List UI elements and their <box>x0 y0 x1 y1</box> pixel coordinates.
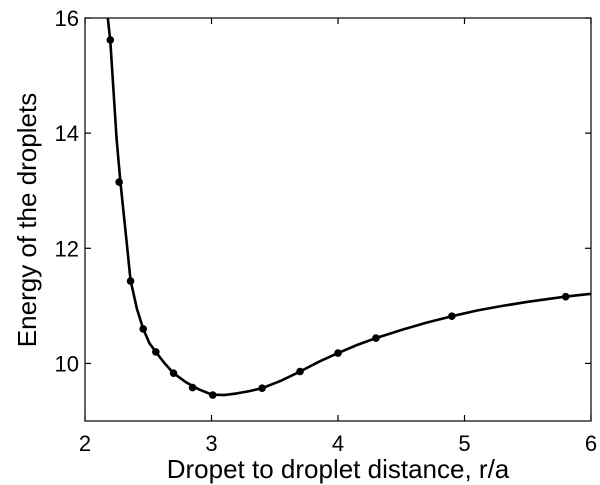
data-point <box>139 325 147 333</box>
data-point <box>169 369 178 378</box>
x-tick-label: 6 <box>585 431 597 456</box>
x-axis-label: Dropet to droplet distance, r/a <box>167 454 510 484</box>
y-axis-label: Energy of the droplets <box>12 93 42 347</box>
data-point <box>208 391 217 399</box>
data-point <box>561 292 570 301</box>
data-point <box>372 334 380 342</box>
data-point <box>258 384 266 392</box>
y-tick-label: 10 <box>55 351 79 376</box>
x-tick-label: 5 <box>458 431 470 456</box>
data-point <box>188 383 197 392</box>
y-tick-label: 14 <box>55 121 79 146</box>
data-point <box>152 348 160 356</box>
data-point <box>115 178 123 186</box>
data-point <box>296 367 304 376</box>
marker-layer <box>106 36 570 399</box>
y-tick-label: 12 <box>55 236 79 261</box>
series-line <box>106 17 592 397</box>
data-point <box>448 312 456 321</box>
ticks: 2 3 4 5 6 10 12 14 16 <box>55 6 598 456</box>
data-point <box>126 277 135 285</box>
curve-layer <box>106 17 592 397</box>
x-tick-label: 2 <box>79 431 91 456</box>
x-tick-label: 3 <box>205 431 217 456</box>
data-point <box>334 349 342 357</box>
x-tick-label: 4 <box>332 431 344 456</box>
y-tick-label: 16 <box>55 6 79 31</box>
data-point <box>106 36 115 44</box>
